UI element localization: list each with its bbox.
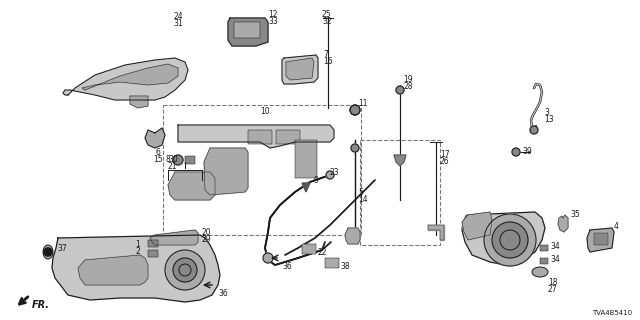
Text: 24: 24 [173, 12, 183, 21]
Polygon shape [587, 228, 614, 252]
Circle shape [165, 250, 205, 290]
Bar [540, 258, 548, 264]
Text: 14: 14 [358, 195, 367, 204]
Polygon shape [558, 215, 568, 232]
Text: 38: 38 [340, 262, 349, 271]
Text: 20: 20 [202, 228, 212, 237]
Bar [148, 240, 158, 247]
Text: 13: 13 [544, 115, 554, 124]
Text: 19: 19 [403, 75, 413, 84]
Polygon shape [63, 58, 188, 100]
Bar [234, 22, 260, 38]
Text: 4: 4 [614, 222, 619, 231]
Text: 16: 16 [323, 57, 333, 66]
Text: 36: 36 [282, 262, 292, 271]
Text: 8: 8 [165, 155, 170, 164]
Polygon shape [204, 148, 248, 195]
Circle shape [396, 86, 404, 94]
Text: TVA4B5410: TVA4B5410 [592, 310, 632, 316]
Polygon shape [462, 212, 492, 240]
Text: 29: 29 [202, 235, 212, 244]
Text: 11: 11 [358, 99, 367, 108]
Circle shape [530, 126, 538, 134]
Polygon shape [345, 228, 360, 244]
Text: 6: 6 [156, 148, 161, 157]
Text: 18: 18 [548, 278, 557, 287]
Circle shape [44, 248, 52, 256]
Bar [360, 140, 440, 245]
Text: 28: 28 [403, 82, 413, 91]
Text: 21: 21 [168, 162, 177, 171]
Ellipse shape [532, 267, 548, 277]
Polygon shape [286, 58, 314, 80]
Ellipse shape [43, 245, 53, 259]
Text: 34: 34 [550, 242, 560, 251]
Text: 12: 12 [268, 10, 278, 19]
Text: 31: 31 [173, 19, 183, 28]
Bar [276, 130, 300, 144]
Text: 37: 37 [57, 244, 67, 253]
Circle shape [492, 222, 528, 258]
Polygon shape [145, 128, 165, 148]
Polygon shape [302, 183, 310, 192]
Text: 33: 33 [268, 17, 278, 26]
Polygon shape [130, 96, 148, 108]
Polygon shape [178, 125, 334, 148]
Text: 9: 9 [313, 176, 318, 185]
Polygon shape [462, 212, 545, 265]
Circle shape [351, 144, 359, 152]
Polygon shape [52, 235, 220, 302]
Polygon shape [282, 55, 318, 84]
Bar [325, 258, 339, 268]
Polygon shape [78, 255, 148, 285]
Bar [594, 233, 608, 245]
Bar [185, 156, 195, 164]
Polygon shape [150, 230, 198, 245]
Bar [248, 130, 272, 144]
Polygon shape [82, 64, 178, 90]
Text: 17: 17 [440, 150, 450, 159]
Text: 10: 10 [260, 107, 269, 116]
Text: 39: 39 [522, 147, 532, 156]
Text: 26: 26 [440, 157, 450, 166]
Text: FR.: FR. [32, 300, 50, 310]
Bar [148, 250, 158, 257]
Text: 32: 32 [322, 17, 332, 26]
Text: 3: 3 [544, 108, 549, 117]
Circle shape [512, 148, 520, 156]
Circle shape [173, 258, 197, 282]
Bar [302, 244, 316, 254]
Text: 1: 1 [135, 240, 140, 249]
Polygon shape [394, 155, 406, 166]
Circle shape [484, 214, 536, 266]
Text: 23: 23 [330, 168, 340, 177]
Circle shape [173, 155, 183, 165]
Polygon shape [228, 18, 268, 46]
Text: 36: 36 [218, 289, 228, 298]
Circle shape [263, 253, 273, 263]
Text: 7: 7 [323, 50, 328, 59]
Text: 22: 22 [317, 248, 326, 257]
Polygon shape [428, 225, 444, 240]
Text: 5: 5 [358, 188, 363, 197]
Text: 27: 27 [548, 285, 557, 294]
Text: 30: 30 [168, 155, 178, 164]
Text: 2: 2 [135, 247, 140, 256]
Text: 15: 15 [153, 155, 163, 164]
Text: 25: 25 [322, 10, 332, 19]
Bar [540, 245, 548, 251]
Text: 34: 34 [550, 255, 560, 264]
Bar [295, 140, 317, 178]
Circle shape [326, 171, 334, 179]
Polygon shape [168, 172, 215, 200]
Circle shape [350, 105, 360, 115]
Text: 35: 35 [570, 210, 580, 219]
Bar [163, 105, 361, 235]
